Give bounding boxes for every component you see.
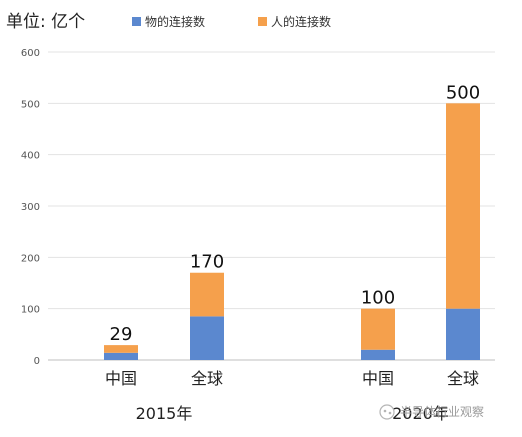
group-labels: 2015年 2020年 bbox=[136, 404, 449, 423]
watermark-text: 半导体行业观察 bbox=[400, 405, 484, 419]
y-tick-label: 0 bbox=[34, 356, 40, 367]
category-label: 全球 bbox=[191, 369, 223, 388]
unit-label: 单位: 亿个 bbox=[6, 12, 85, 32]
y-tick-label: 400 bbox=[21, 151, 40, 162]
y-tick-label: 200 bbox=[21, 253, 40, 264]
gridlines bbox=[48, 51, 495, 361]
watermark-logo bbox=[379, 404, 395, 420]
category-labels: 中国 全球 中国 全球 bbox=[105, 369, 479, 388]
bar-things-1 bbox=[190, 316, 224, 360]
legend-swatch-things bbox=[132, 17, 141, 26]
bar-things-2 bbox=[361, 349, 395, 360]
legend: 物的连接数 人的连接数 bbox=[132, 14, 331, 29]
total-label: 500 bbox=[446, 82, 480, 103]
bar-things-0 bbox=[104, 352, 138, 360]
y-tick-label: 300 bbox=[21, 202, 40, 213]
bar-people-1 bbox=[190, 272, 224, 317]
total-label: 29 bbox=[110, 324, 133, 345]
legend-label-things: 物的连接数 bbox=[145, 14, 205, 29]
total-label: 170 bbox=[190, 252, 224, 273]
total-label: 100 bbox=[361, 288, 395, 309]
group-label: 2020年 bbox=[392, 404, 449, 423]
category-label: 全球 bbox=[447, 369, 479, 388]
bars bbox=[104, 103, 480, 360]
total-labels: 29 170 100 500 bbox=[110, 82, 481, 345]
category-label: 中国 bbox=[362, 369, 394, 388]
group-label: 2015年 bbox=[136, 404, 193, 423]
bar-things-3 bbox=[446, 308, 480, 360]
legend-label-people: 人的连接数 bbox=[271, 14, 331, 29]
bar-people-0 bbox=[104, 345, 138, 353]
bar-people-3 bbox=[446, 103, 480, 309]
bar-people-2 bbox=[361, 308, 395, 350]
legend-swatch-people bbox=[258, 17, 267, 26]
y-axis-ticks: 0 100 200 300 400 500 600 bbox=[21, 48, 40, 367]
y-tick-label: 100 bbox=[21, 305, 40, 316]
y-tick-label: 500 bbox=[21, 99, 40, 110]
y-tick-label: 600 bbox=[21, 48, 40, 59]
category-label: 中国 bbox=[105, 369, 137, 388]
